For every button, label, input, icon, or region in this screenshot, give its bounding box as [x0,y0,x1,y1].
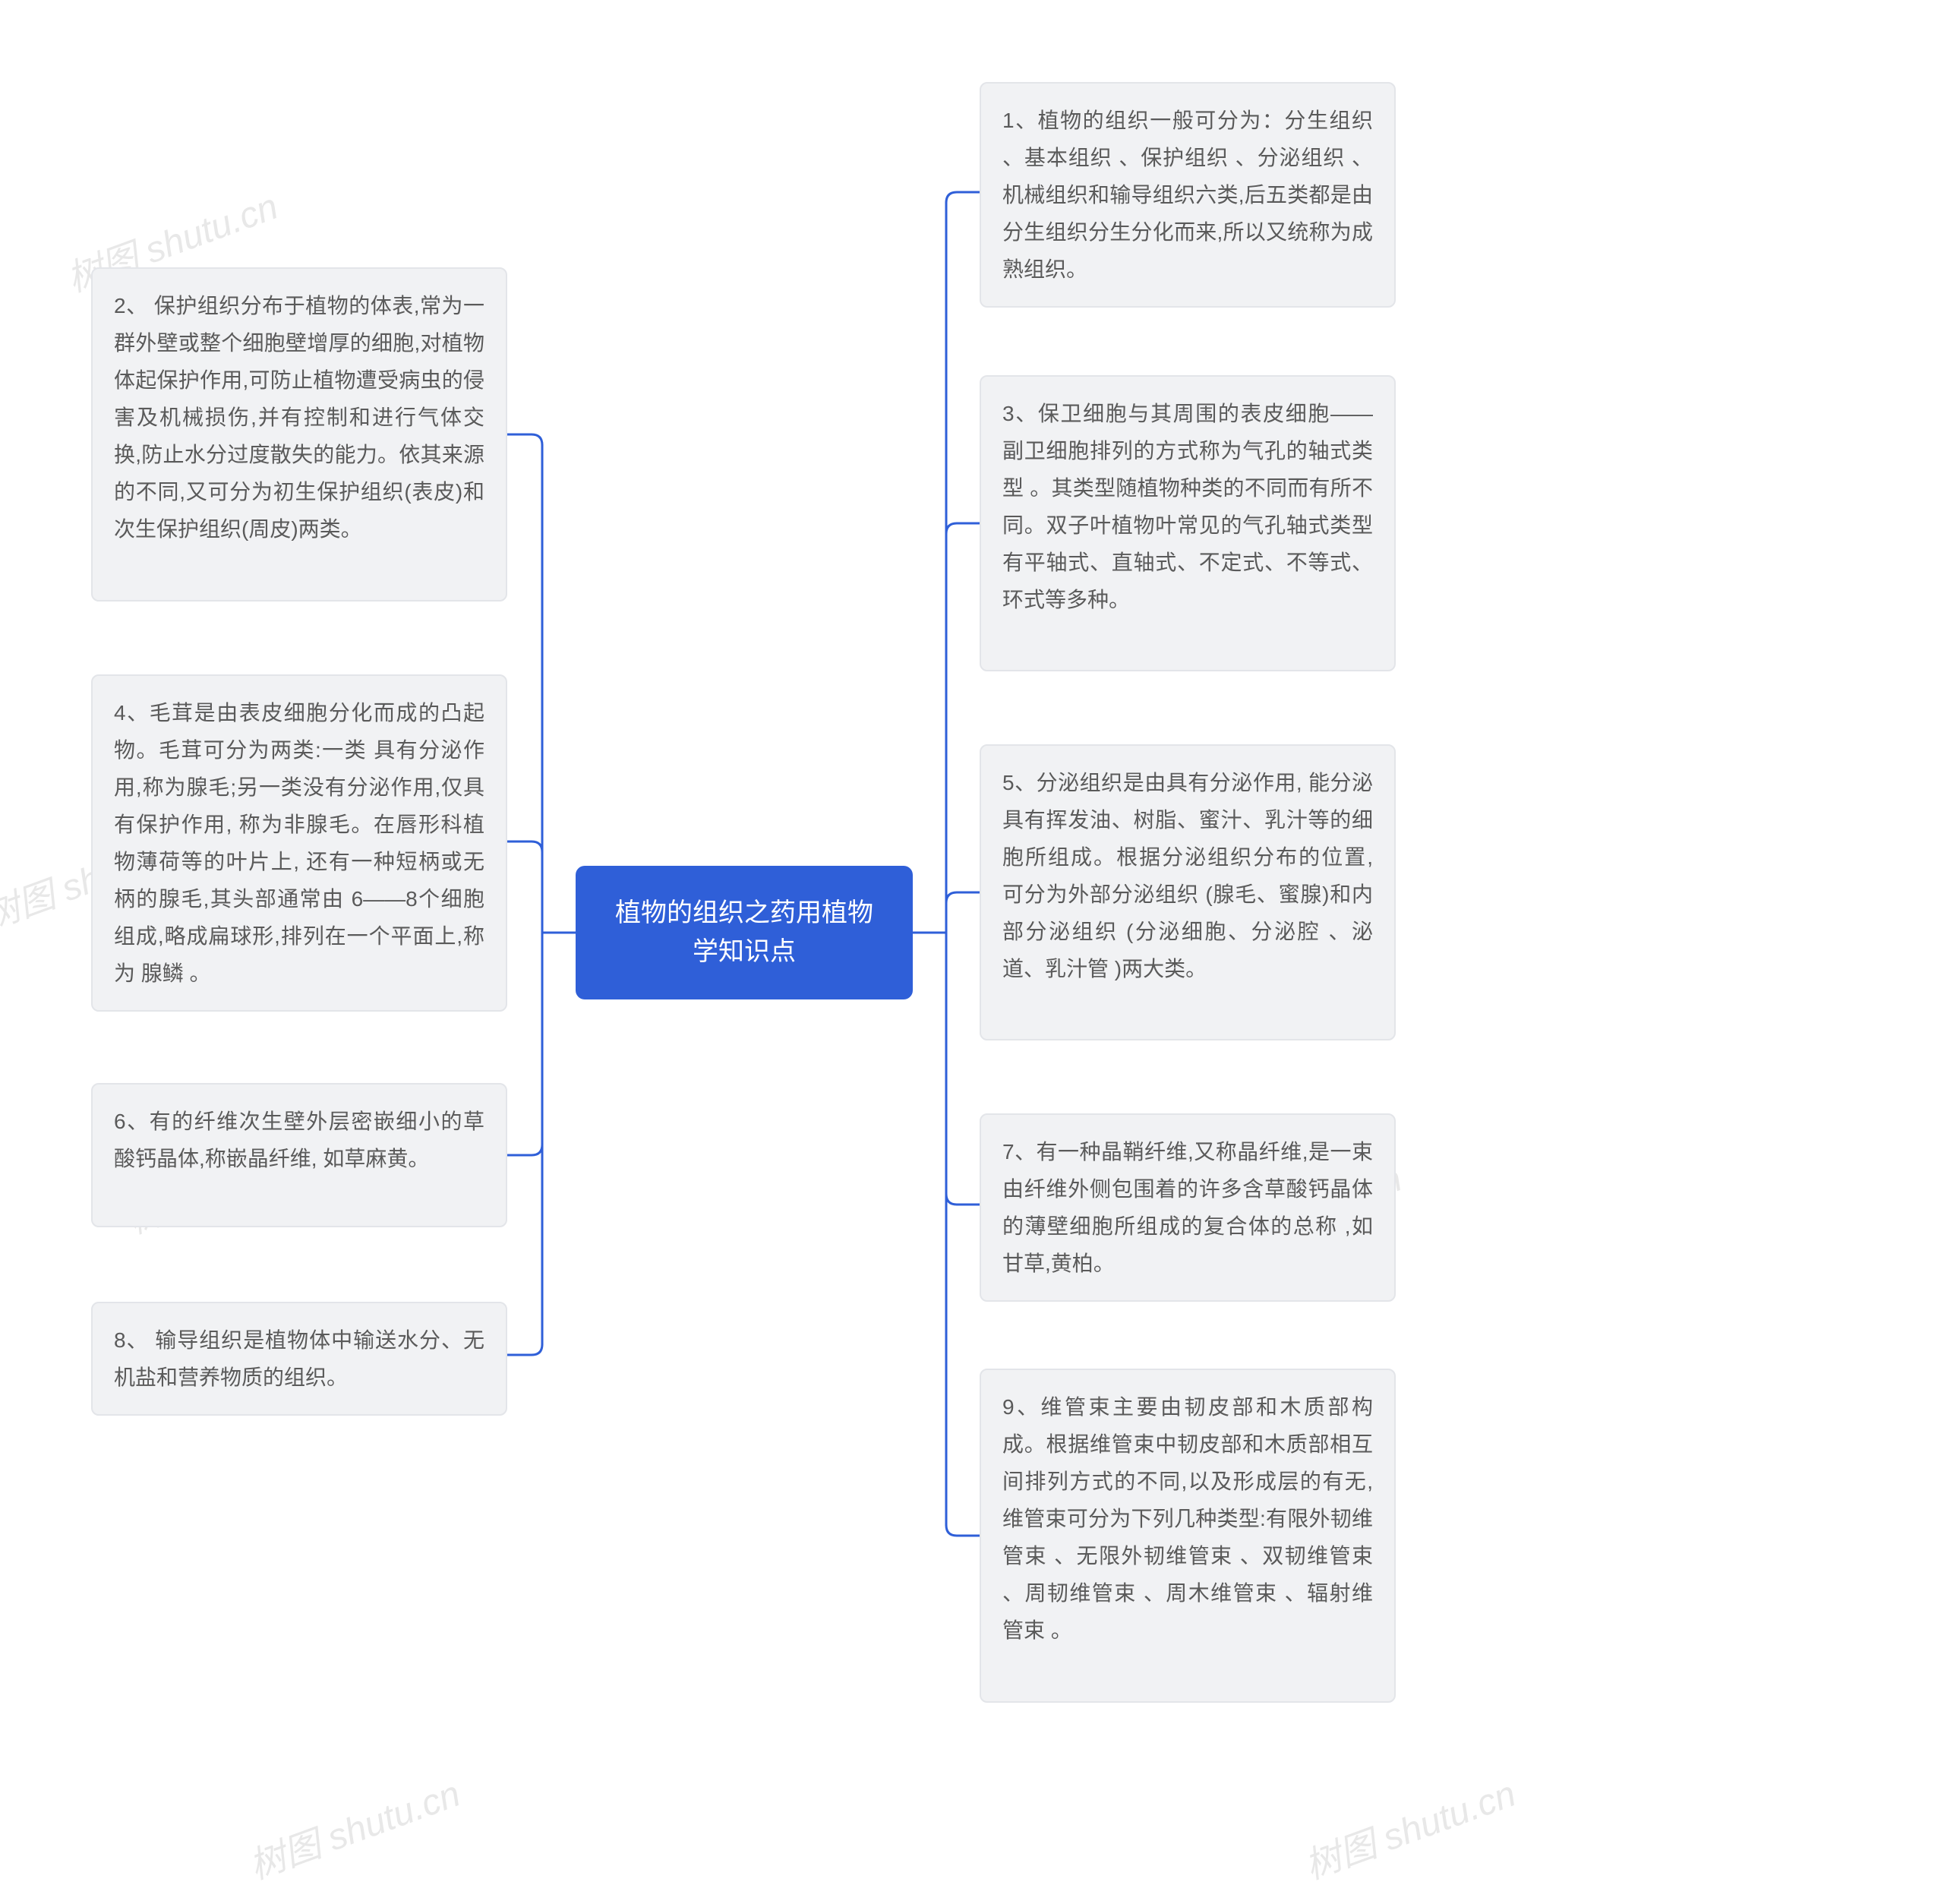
child-node-n1[interactable]: 1、植物的组织一般可分为：分生组织 、基本组织 、保护组织 、分泌组织 、机械组… [980,82,1396,308]
child-node-text: 1、植物的组织一般可分为：分生组织 、基本组织 、保护组织 、分泌组织 、机械组… [1002,109,1373,281]
mindmap-canvas: 树图 shutu.cn树图 shutu.cn树图 shutu.cn树图 shut… [0,0,1944,1904]
watermark: 树图 shutu.cn [241,1763,466,1889]
child-node-text: 8、 输导组织是植物体中输送水分、无机盐和营养物质的组织。 [114,1328,484,1389]
child-node-n4[interactable]: 4、毛茸是由表皮细胞分化而成的凸起物。毛茸可分为两类:一类 具有分泌作用,称为腺… [91,674,507,1012]
center-topic-text: 植物的组织之药用植物学知识点 [606,894,882,971]
child-node-n6[interactable]: 6、有的纤维次生壁外层密嵌细小的草酸钙晶体,称嵌晶纤维, 如草麻黄。 [91,1083,507,1227]
child-node-n7[interactable]: 7、有一种晶鞘纤维,又称晶纤维,是一束由纤维外侧包围着的许多含草酸钙晶体的薄壁细… [980,1113,1396,1302]
child-node-n3[interactable]: 3、保卫细胞与其周围的表皮细胞—— 副卫细胞排列的方式称为气孔的轴式类型 。其类… [980,375,1396,671]
child-node-text: 7、有一种晶鞘纤维,又称晶纤维,是一束由纤维外侧包围着的许多含草酸钙晶体的薄壁细… [1002,1140,1373,1275]
child-node-text: 3、保卫细胞与其周围的表皮细胞—— 副卫细胞排列的方式称为气孔的轴式类型 。其类… [1002,402,1373,611]
child-node-text: 5、分泌组织是由具有分泌作用, 能分泌具有挥发油、树脂、蜜汁、乳汁等的细胞所组成… [1002,771,1373,980]
child-node-n9[interactable]: 9、维管束主要由韧皮部和木质部构成。根据维管束中韧皮部和木质部相互间排列方式的不… [980,1369,1396,1703]
child-node-text: 9、维管束主要由韧皮部和木质部构成。根据维管束中韧皮部和木质部相互间排列方式的不… [1002,1395,1373,1642]
child-node-n2[interactable]: 2、 保护组织分布于植物的体表,常为一群外壁或整个细胞壁增厚的细胞,对植物体起保… [91,267,507,602]
child-node-text: 2、 保护组织分布于植物的体表,常为一群外壁或整个细胞壁增厚的细胞,对植物体起保… [114,294,484,541]
child-node-text: 4、毛茸是由表皮细胞分化而成的凸起物。毛茸可分为两类:一类 具有分泌作用,称为腺… [114,701,484,985]
watermark: 树图 shutu.cn [1296,1763,1522,1889]
child-node-n5[interactable]: 5、分泌组织是由具有分泌作用, 能分泌具有挥发油、树脂、蜜汁、乳汁等的细胞所组成… [980,744,1396,1040]
child-node-n8[interactable]: 8、 输导组织是植物体中输送水分、无机盐和营养物质的组织。 [91,1302,507,1416]
center-topic[interactable]: 植物的组织之药用植物学知识点 [576,866,913,999]
child-node-text: 6、有的纤维次生壁外层密嵌细小的草酸钙晶体,称嵌晶纤维, 如草麻黄。 [114,1110,484,1170]
